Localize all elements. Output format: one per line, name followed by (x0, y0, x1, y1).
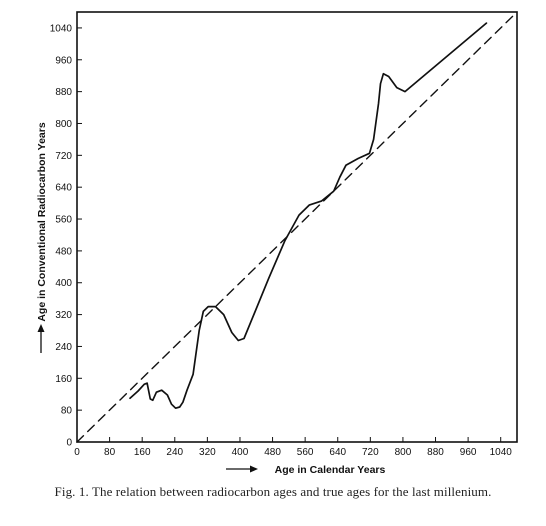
y-tick-label: 160 (55, 374, 72, 385)
y-tick-label: 80 (61, 406, 73, 417)
x-tick-label: 720 (362, 447, 379, 458)
series-line-solid (129, 22, 488, 410)
x-tick-label: 960 (460, 447, 477, 458)
y-tick-label: 960 (55, 55, 72, 66)
plot-frame (76, 11, 518, 443)
x-tick-label: 0 (74, 447, 80, 458)
x-tick-label: 1040 (490, 447, 513, 458)
y-tick-label: 640 (55, 183, 72, 194)
y-tick-label: 560 (55, 215, 72, 226)
x-tick-label: 880 (427, 447, 444, 458)
x-tick-label: 400 (232, 447, 249, 458)
y-tick-label: 720 (55, 151, 72, 162)
y-axis-title: Age in Conventional Radiocarbon Years (36, 122, 48, 322)
y-tick-label: 880 (55, 87, 72, 98)
y-tick-label: 0 (66, 438, 72, 449)
x-tick-label: 160 (134, 447, 151, 458)
y-tick-label: 320 (55, 310, 72, 321)
x-tick-label: 320 (199, 447, 216, 458)
y-tick-label: 800 (55, 119, 72, 130)
x-tick-label: 480 (264, 447, 281, 458)
series-line-dashed (76, 11, 518, 443)
x-tick-label: 640 (329, 447, 346, 458)
figure-caption: Fig. 1. The relation between radiocarbon… (54, 484, 492, 499)
y-tick-label: 240 (55, 342, 72, 353)
x-axis-arrow-head-icon (250, 465, 258, 473)
y-tick-label: 400 (55, 278, 72, 289)
y-tick-label: 480 (55, 246, 72, 257)
x-tick-label: 800 (395, 447, 412, 458)
x-tick-label: 240 (166, 447, 183, 458)
plot-area: 0 80 160 240 320 400 480 560 640 720 800 880 960 1040… (36, 11, 518, 476)
y-axis-arrow-head-icon (37, 324, 45, 332)
x-axis-title: Age in Calendar Years (275, 464, 386, 476)
y-tick-label: 1040 (50, 23, 73, 34)
x-tick-label: 80 (104, 447, 116, 458)
x-tick-label: 560 (297, 447, 314, 458)
